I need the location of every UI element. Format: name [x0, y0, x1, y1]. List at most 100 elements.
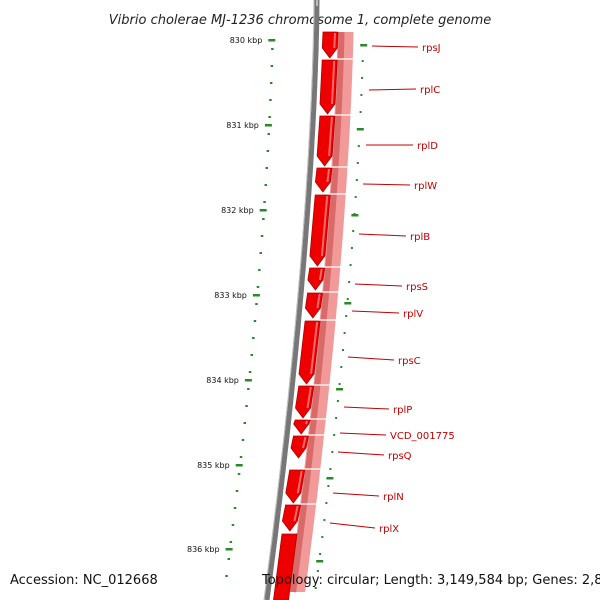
kbp-label: 833 kbp: [214, 291, 247, 300]
outer-dot: [327, 485, 330, 487]
secondary-track-shade: [290, 31, 345, 593]
gene-arrow-highlight: [293, 505, 299, 522]
ruler-dot: [269, 99, 272, 101]
ruler-dot: [253, 320, 257, 322]
kbp-label: 834 kbp: [206, 376, 239, 385]
leader-line-rplN: [332, 492, 380, 497]
outer-tick: [336, 388, 344, 391]
outer-dot: [357, 145, 360, 147]
outer-dot: [342, 349, 344, 351]
gene-arrow-highlight: [302, 436, 307, 449]
gene-label-rplV: rplV: [403, 309, 423, 320]
leader-line-rpsS: [354, 283, 403, 287]
backbone-line: [264, 0, 320, 600]
chromosome-backbone: [263, 0, 320, 600]
outer-tick: [360, 44, 368, 47]
ruler-tick: [268, 39, 276, 42]
outer-dot: [329, 468, 332, 470]
gene-label-rpsQ: rpsQ: [388, 451, 412, 462]
ruler-dot: [262, 218, 265, 220]
ruler-dot: [268, 116, 271, 118]
kbp-label: 831 kbp: [226, 121, 259, 130]
outer-dot: [333, 434, 336, 436]
ruler-dot: [266, 150, 270, 152]
outer-dot: [360, 94, 363, 96]
outer-dot: [316, 570, 319, 572]
outer-dot: [335, 417, 338, 419]
ruler-dot: [241, 439, 245, 441]
outer-dot: [358, 128, 361, 130]
outer-tick: [326, 477, 334, 480]
outer-dot: [319, 553, 322, 555]
ruler-tick: [225, 548, 233, 551]
leader-line-rplP: [343, 406, 390, 410]
gene-label-rplD: rplD: [417, 141, 438, 152]
topology-text: Topology: circular; Length: 3,149,584 bp…: [262, 573, 600, 588]
outer-dot: [336, 400, 339, 402]
outer-dot: [321, 536, 324, 538]
kbp-label: 832 kbp: [221, 206, 254, 215]
outer-dot: [346, 298, 349, 300]
gene-label-rpsS: rpsS: [406, 282, 428, 293]
gene-label-rplX: rplX: [379, 524, 399, 535]
ruler-dot: [225, 575, 228, 577]
gene-features: [273, 30, 356, 600]
ruler-dot: [243, 422, 246, 424]
ruler-dot: [245, 405, 248, 407]
ruler-tick: [264, 124, 272, 127]
outer-dot: [349, 264, 352, 266]
ruler-dot: [229, 541, 233, 543]
outer-dot: [361, 60, 364, 62]
outer-dot: [331, 451, 334, 453]
map-title: Vibrio cholerae MJ-1236 chromosome 1, co…: [109, 13, 491, 28]
gene-arrow-highlight: [326, 168, 330, 183]
ruler-dot: [264, 184, 267, 186]
outer-dot: [350, 247, 353, 249]
outer-dot: [348, 281, 351, 283]
outer-dot: [359, 111, 362, 113]
outer-dot: [354, 196, 357, 198]
ruler-dot: [270, 65, 274, 67]
gene-arrow-highlight: [318, 268, 323, 281]
kbp-label: 835 kbp: [197, 461, 230, 470]
ruler-dot: [252, 337, 255, 339]
gene-arrow-highlight: [304, 420, 309, 425]
outer-tick: [351, 214, 359, 217]
ruler-tick: [259, 209, 267, 212]
kbp-label: 830 kbp: [230, 36, 263, 45]
gene-arrow-highlight: [306, 386, 312, 409]
gene-label-rpsC: rpsC: [398, 356, 421, 367]
outer-dot: [343, 332, 346, 334]
leader-line-rpsC: [347, 356, 395, 361]
ruler-dot: [248, 371, 252, 373]
ruler-dot: [247, 388, 250, 390]
outer-dot: [340, 366, 343, 368]
backbone-edge: [263, 0, 315, 600]
leader-line-rplW: [362, 183, 411, 186]
ruler-dot: [235, 490, 239, 492]
gene-arrow-highlight: [333, 32, 336, 49]
kbp-label: 836 kbp: [187, 545, 220, 554]
outer-dot: [314, 587, 317, 589]
outer-dot: [356, 162, 359, 164]
leader-line-rpsJ: [371, 45, 419, 48]
leader-line-VCD_001775: [339, 432, 387, 436]
gene-label-rplN: rplN: [383, 492, 404, 503]
gene-arrow-highlight: [331, 60, 336, 105]
ruler-dot: [269, 82, 273, 84]
ruler-dot: [239, 456, 243, 458]
ruler-tick: [244, 379, 252, 382]
outer-dot: [338, 383, 341, 385]
leader-line-rplX: [329, 522, 376, 529]
gene-arrow-highlight: [296, 470, 303, 494]
ruler-tick: [252, 294, 260, 297]
outer-dot: [361, 77, 364, 79]
leader-line-rplC: [368, 88, 417, 91]
outer-dot: [355, 179, 358, 181]
ruler-dot: [256, 286, 260, 288]
leader-line-rplB: [358, 233, 407, 237]
gene-label-rplP: rplP: [393, 405, 412, 416]
ruler-dot: [258, 269, 261, 271]
gene-arrow-partial: [273, 533, 298, 600]
outer-tick: [344, 302, 352, 305]
